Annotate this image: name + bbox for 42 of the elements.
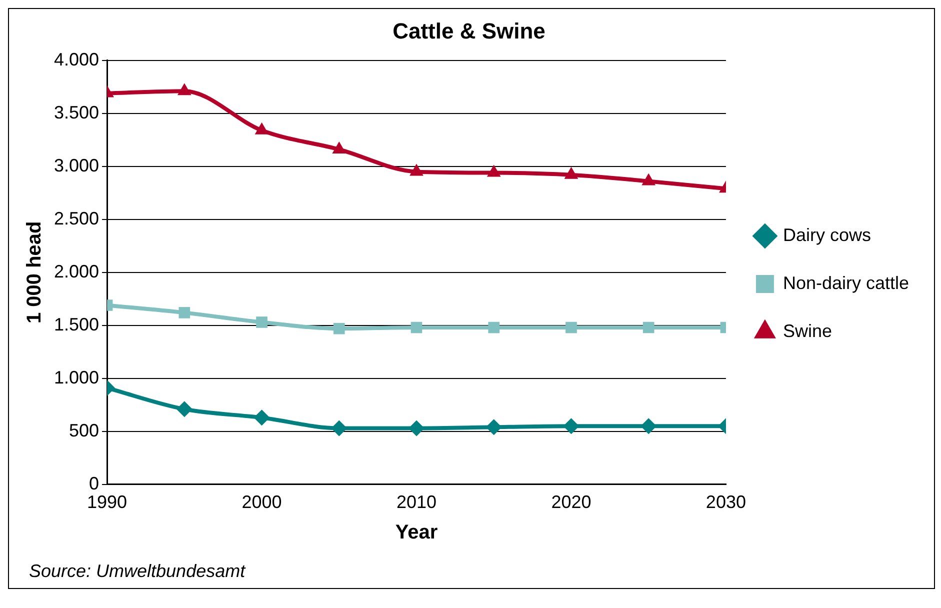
- legend-label: Swine: [782, 320, 832, 341]
- y-tick-label: 3.500: [54, 102, 100, 122]
- y-tick-label: 0: [89, 473, 100, 494]
- point: [254, 410, 270, 426]
- x-tick-label: 2000: [242, 492, 282, 512]
- x-tick-label: 2010: [396, 492, 437, 512]
- y-tick-label: 4.000: [54, 49, 100, 70]
- chart-title: Cattle & Swine: [392, 18, 546, 44]
- point: [178, 307, 190, 318]
- y-tick-label: 500: [68, 420, 100, 440]
- point: [410, 164, 424, 176]
- point: [564, 166, 578, 179]
- point: [177, 83, 192, 96]
- point: [333, 322, 345, 334]
- point: [176, 401, 192, 418]
- point: [566, 322, 577, 334]
- point: [332, 141, 346, 154]
- point: [254, 122, 269, 134]
- point: [640, 418, 657, 434]
- point: [408, 420, 424, 436]
- point: [486, 164, 501, 177]
- point: [642, 322, 654, 334]
- point: [488, 322, 500, 334]
- y-axis-title: 1 000 head: [24, 221, 46, 324]
- x-tick-label: 2020: [551, 492, 592, 512]
- point: [410, 322, 422, 334]
- point: [331, 420, 348, 436]
- y-tick-label: 1.000: [54, 367, 100, 388]
- y-tick-label: 1.500: [54, 314, 100, 334]
- y-tick-label: 3.000: [54, 155, 100, 176]
- point: [256, 316, 268, 328]
- legend-label: Dairy cows: [782, 224, 871, 245]
- x-tick-label: 2030: [706, 492, 746, 512]
- y-tick-label: 2.000: [54, 261, 100, 282]
- source-note: Source: Umweltbundesamt: [28, 560, 247, 583]
- y-tick-label: 2.500: [54, 208, 100, 228]
- point: [563, 418, 580, 434]
- point: [642, 173, 656, 186]
- point: [486, 419, 502, 436]
- x-axis-title: Year: [395, 522, 438, 544]
- legend-label: Non-dairy cattle: [782, 272, 910, 293]
- x-tick-label: 1990: [87, 492, 128, 512]
